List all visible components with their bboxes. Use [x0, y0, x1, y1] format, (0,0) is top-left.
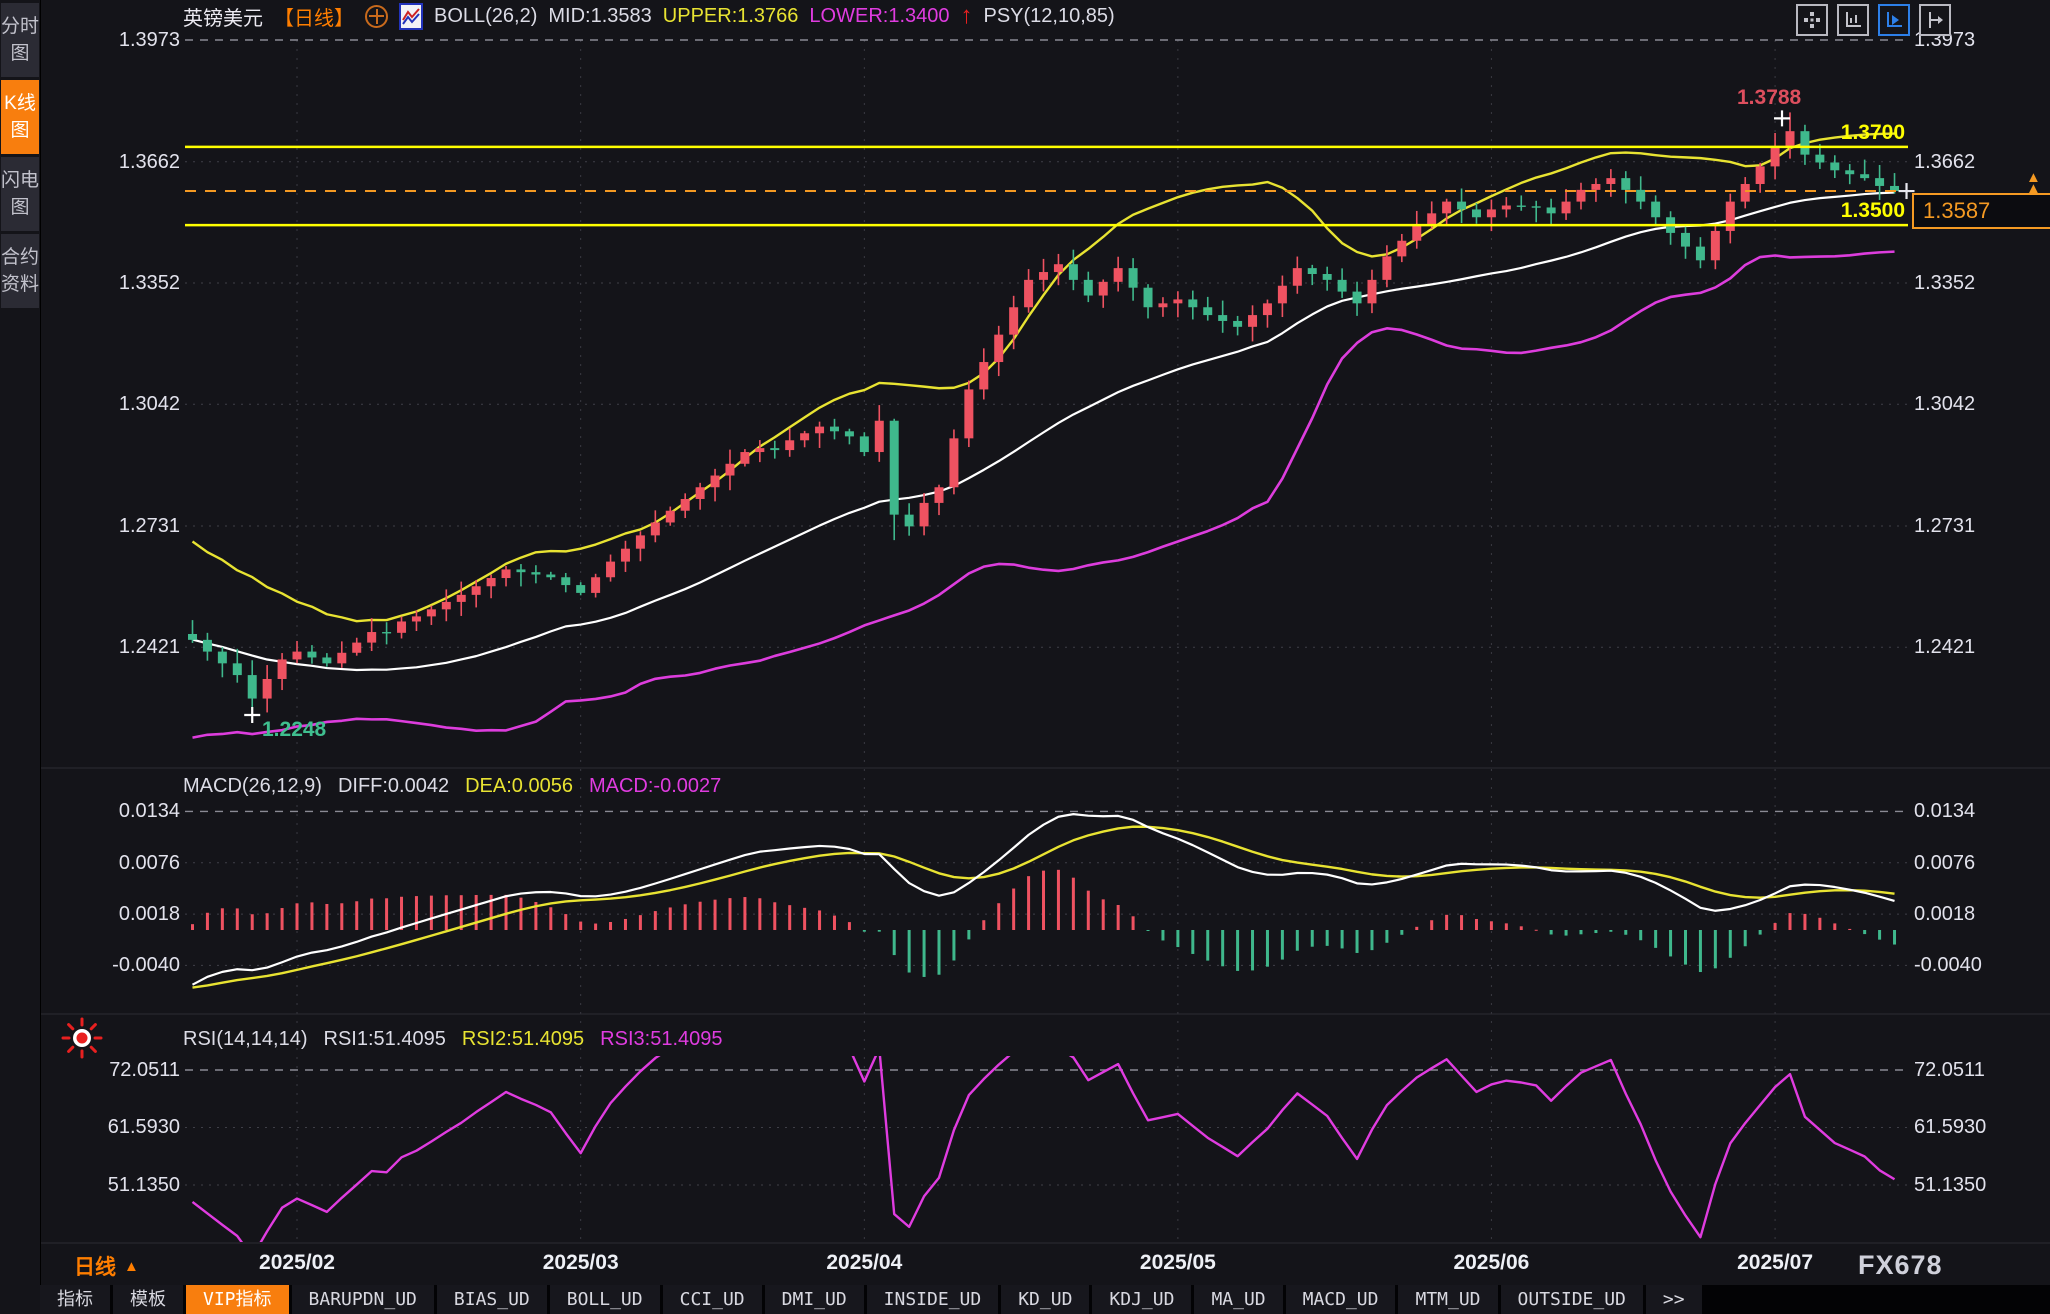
hline-1-label: 1.3700 — [1840, 121, 1905, 144]
rsi3-value: RSI3:51.4095 — [600, 1028, 723, 1050]
axis-tick-label: 1.2731 — [1914, 514, 1976, 537]
tab-MA_UD[interactable]: MA_UD — [1194, 1285, 1283, 1314]
axis-tick-label: 1.3352 — [1914, 271, 1976, 294]
axis-tick-label: 1.3662 — [1914, 150, 1976, 173]
axis-play-icon-button[interactable] — [1878, 4, 1910, 36]
boll-lower-value: LOWER:1.3400 — [809, 4, 950, 27]
tab-模板[interactable]: 模板 — [113, 1285, 183, 1314]
tab-CCI_UD[interactable]: CCI_UD — [662, 1285, 762, 1314]
sidebar-item-2[interactable]: 闪电图 — [1, 157, 39, 231]
tab-KDJ_UD[interactable]: KDJ_UD — [1092, 1285, 1192, 1314]
indicator-tab-bar: 指标 模板 VIP指标 BARUPDN_UD BIAS_UD BOLL_UD CCI_UD D… — [40, 1285, 2050, 1314]
macd-hist-value: MACD:-0.0027 — [588, 775, 722, 797]
tab-MACD_UD[interactable]: MACD_UD — [1285, 1285, 1396, 1314]
chevron-up-icon: ▲ — [124, 1257, 139, 1275]
tab-KD_UD[interactable]: KD_UD — [1001, 1285, 1090, 1314]
axis-tick-label: 61.5930 — [1914, 1116, 1987, 1139]
psy-params: PSY(12,10,85) — [983, 4, 1115, 27]
axis-tick-label: -0.0040 — [1914, 954, 1982, 977]
sidebar-item-0[interactable]: 分时图 — [1, 3, 39, 77]
current-price-badge: 1.3587 — [1912, 193, 2050, 229]
indicator-chart-icon[interactable] — [399, 2, 423, 30]
axis-tick-label: 0.0076 — [118, 851, 180, 874]
boll-mid-value: MID:1.3583 — [548, 4, 652, 27]
axis-tick-label: 51.1350 — [107, 1173, 180, 1196]
x-axis-month-label: 2025/03 — [542, 1251, 619, 1274]
x-axis-month-label: 2025/05 — [1139, 1251, 1216, 1274]
hline-2-label: 1.3500 — [1840, 199, 1905, 222]
tab-BIAS_UD[interactable]: BIAS_UD — [436, 1285, 547, 1314]
sidebar-item-3[interactable]: 合约资料 — [1, 234, 39, 308]
tab-指标[interactable]: 指标 — [40, 1285, 110, 1314]
period-tag[interactable]: 【日线】 — [274, 7, 354, 30]
x-axis-month-label: 2025/06 — [1453, 1251, 1530, 1274]
axis-tick-label: 0.0018 — [118, 903, 180, 926]
axis-tick-label: 0.0134 — [1914, 800, 1976, 823]
period-dropdown-label: 日线 — [74, 1256, 116, 1279]
axis-tick-label: 1.2421 — [1914, 636, 1976, 659]
x-axis-month-label: 2025/04 — [826, 1251, 903, 1274]
macd-dea-value: DEA:0.0056 — [465, 775, 573, 797]
rsi-params: RSI(14,14,14) — [183, 1028, 308, 1050]
axis-tick-label: 0.0018 — [1914, 903, 1976, 926]
alert-sun-icon[interactable] — [60, 1016, 104, 1060]
tab-OUTSIDE_UD[interactable]: OUTSIDE_UD — [1500, 1285, 1643, 1314]
axis-tick-label: 0.0076 — [1914, 851, 1976, 874]
chart-toolbar — [1796, 4, 1951, 36]
brand-watermark: FX678 — [1858, 1250, 1943, 1280]
chart-header: 英镑美元 【日线】 BOLL(26,2) MID:1.3583 UPPER:1.… — [183, 2, 1115, 30]
rsi-panel-header: RSI(14,14,14) RSI1:51.4095 RSI2:51.4095 … — [183, 1028, 723, 1051]
axis-tick-label: 1.3042 — [118, 393, 180, 416]
tab-BOLL_UD[interactable]: BOLL_UD — [549, 1285, 660, 1314]
pan-icon-button[interactable] — [1796, 4, 1828, 36]
macd-params: MACD(26,12,9) — [183, 775, 322, 797]
axis-tick-label: 61.5930 — [107, 1116, 180, 1139]
tab-BARUPDN_UD[interactable]: BARUPDN_UD — [291, 1285, 434, 1314]
macd-panel-header: MACD(26,12,9) DIFF:0.0042 DEA:0.0056 MAC… — [183, 775, 721, 798]
sidebar-item-1[interactable]: K线图 — [1, 80, 39, 154]
chart-type-sidebar: 分时图 K线图 闪电图 合约资料 — [0, 0, 41, 1314]
x-axis-month-label: 2025/02 — [259, 1251, 335, 1274]
axis-tick-label: 72.0511 — [1914, 1059, 1985, 1081]
axis-scale-icon-button[interactable] — [1837, 4, 1869, 36]
axis-tick-label: 1.2731 — [118, 514, 180, 537]
scroll-right-arrows-icon[interactable]: ▲ ▲ — [2026, 169, 2041, 197]
tab-DMI_UD[interactable]: DMI_UD — [764, 1285, 864, 1314]
trend-up-arrow-icon: ↑ — [960, 2, 973, 29]
tab-VIP指标[interactable]: VIP指标 — [186, 1285, 289, 1314]
boll-params: BOLL(26,2) — [434, 4, 538, 27]
high-price-marker: 1.3788 — [1737, 86, 1802, 109]
axis-shift-icon-button[interactable] — [1919, 4, 1951, 36]
crosshair-toggle-icon[interactable] — [365, 4, 388, 28]
low-price-marker: 1.2248 — [262, 718, 327, 741]
axis-tick-label: -0.0040 — [112, 954, 180, 977]
tab-MTM_UD[interactable]: MTM_UD — [1398, 1285, 1498, 1314]
symbol-name: 英镑美元 — [183, 7, 263, 30]
rsi2-value: RSI2:51.4095 — [461, 1028, 585, 1050]
rsi1-value: RSI1:51.4095 — [323, 1028, 446, 1050]
macd-diff-value: DIFF:0.0042 — [337, 775, 450, 797]
axis-tick-label: 1.3352 — [118, 271, 180, 294]
axis-tick-label: 1.3662 — [118, 150, 180, 173]
axis-tick-label: 0.0134 — [118, 800, 180, 823]
axis-tick-label: 51.1350 — [1914, 1173, 1987, 1196]
period-dropdown[interactable]: 日线 ▲ — [74, 1251, 139, 1281]
tab->>[interactable]: >> — [1645, 1285, 1702, 1314]
axis-tick-label: 1.2421 — [118, 636, 180, 659]
axis-tick-label: 1.3042 — [1914, 393, 1976, 416]
boll-upper-value: UPPER:1.3766 — [662, 4, 799, 27]
axis-tick-label: 1.3973 — [118, 29, 180, 51]
tab-INSIDE_UD[interactable]: INSIDE_UD — [866, 1285, 999, 1314]
axis-tick-label: 72.0511 — [109, 1059, 180, 1081]
x-axis-month-label: 2025/07 — [1737, 1251, 1814, 1274]
